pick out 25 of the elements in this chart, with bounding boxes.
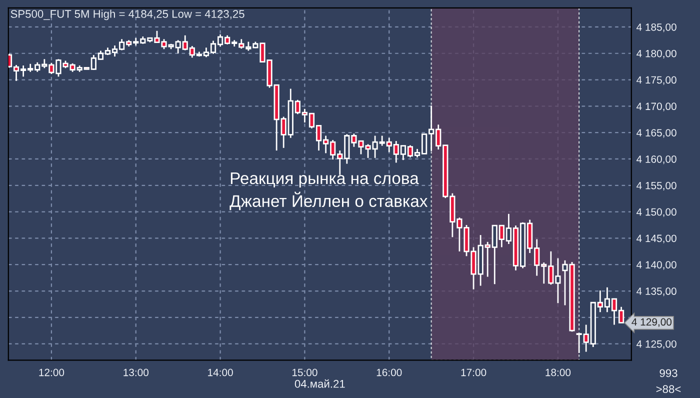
y-tick-label: 4 165,00 [636,129,676,138]
y-tick-label: 4 155,00 [636,182,676,191]
x-tick-label: 15:00 [292,368,318,376]
x-axis-title: 04.май.21 [294,379,345,388]
chart-title: SP500_FUT 5M High = 4184,25 Low = 4123,25 [10,10,244,20]
x-tick-label: 12:00 [39,368,64,376]
y-tick-label: 4 125,00 [636,340,676,349]
x-tick-label: 17:00 [461,368,486,376]
y-tick-label: 4 160,00 [636,155,676,164]
x-tick-label: 13:00 [124,368,148,376]
x-tick-label: 14:00 [208,368,233,376]
text: 4 129,00 [632,318,672,327]
y-tick-label: 4 135,00 [636,288,676,296]
text: 993 [660,369,678,378]
x-tick-label: 18:00 [546,368,571,376]
text: >88< [656,385,681,394]
y-tick-label: 4 145,00 [636,234,676,244]
annotation: Реакция рынка на слова Джанет Йеллен о ставках [230,172,428,210]
y-tick-label: 4 175,00 [636,76,676,85]
y-tick-label: 4 150,00 [636,208,676,217]
y-tick-label: 4 140,00 [636,261,676,270]
y-tick-label: 4 185,00 [636,23,676,32]
y-tick-label: 4 180,00 [636,50,676,58]
x-tick-label: 16:00 [376,368,402,376]
y-tick-label: 4 170,00 [636,102,676,112]
